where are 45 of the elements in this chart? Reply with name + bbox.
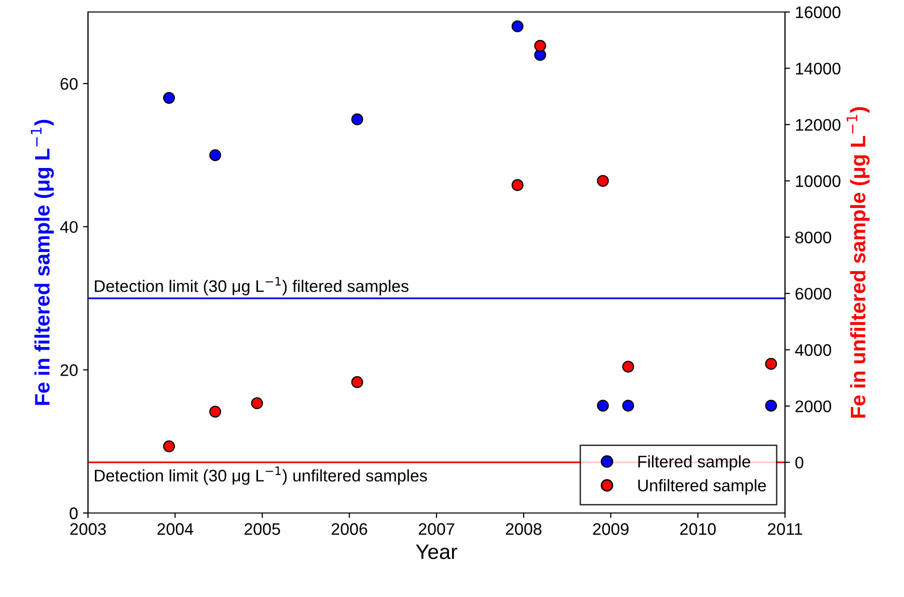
point <box>596 400 609 412</box>
y-axis-title: Fe in filtered sample (μg L$^{−1}$) <box>30 120 54 405</box>
x-tick-label: 2006 <box>332 523 368 535</box>
y2-tick-label: 14000 <box>796 62 840 74</box>
point <box>251 397 263 410</box>
point <box>596 174 609 187</box>
point <box>622 400 634 412</box>
y2-tick-label: 4000 <box>795 344 832 356</box>
point <box>622 360 634 373</box>
x-tick-label: 2004 <box>157 523 194 535</box>
point <box>512 179 524 192</box>
y2-tick-label: 16000 <box>796 6 840 18</box>
y2-tick-label: 10000 <box>796 175 840 188</box>
y2-tick-label: 2000 <box>796 400 832 412</box>
x-axis-title: Year <box>416 544 458 560</box>
point <box>209 406 222 418</box>
x-tick-label: 2010 <box>680 523 716 535</box>
x-tick-label: 2008 <box>506 523 542 535</box>
ref-line-label: Detection limit (30 μg L$^{−1}$) unfiltered samples <box>94 466 427 485</box>
point <box>163 440 175 452</box>
y-tick-label: 20 <box>60 364 78 376</box>
y-tick-label: 0 <box>70 507 78 520</box>
x-tick-label: 2007 <box>418 523 454 535</box>
y2-tick-label: 12000 <box>796 118 840 131</box>
x-tick-label: 2009 <box>593 523 628 535</box>
point <box>765 358 777 370</box>
x-tick-label: 2005 <box>244 523 280 535</box>
point <box>351 113 364 126</box>
point <box>534 40 546 52</box>
y2-axis-title: Fe in unfiltered sample (μg L$^{−1}$) <box>846 107 870 418</box>
point <box>512 20 524 32</box>
legend-label: Unfiltered sample <box>638 479 766 495</box>
y-tick-label: 60 <box>60 78 78 90</box>
point <box>163 92 175 104</box>
x-tick-label: 2003 <box>70 523 106 535</box>
ref-line-label: Detection limit (30 μg L$^{−1}$) filtered samples <box>94 277 408 296</box>
point <box>209 149 222 162</box>
y2-tick-label: 6000 <box>796 288 832 300</box>
y2-tick-label: 0 <box>795 456 804 469</box>
x-tick-label: 2011 <box>768 523 802 535</box>
point <box>765 400 777 412</box>
legend-label: Filtered sample <box>638 455 750 471</box>
point <box>351 376 364 388</box>
y2-tick-label: 8000 <box>795 232 832 244</box>
y-tick-label: 40 <box>60 221 78 233</box>
